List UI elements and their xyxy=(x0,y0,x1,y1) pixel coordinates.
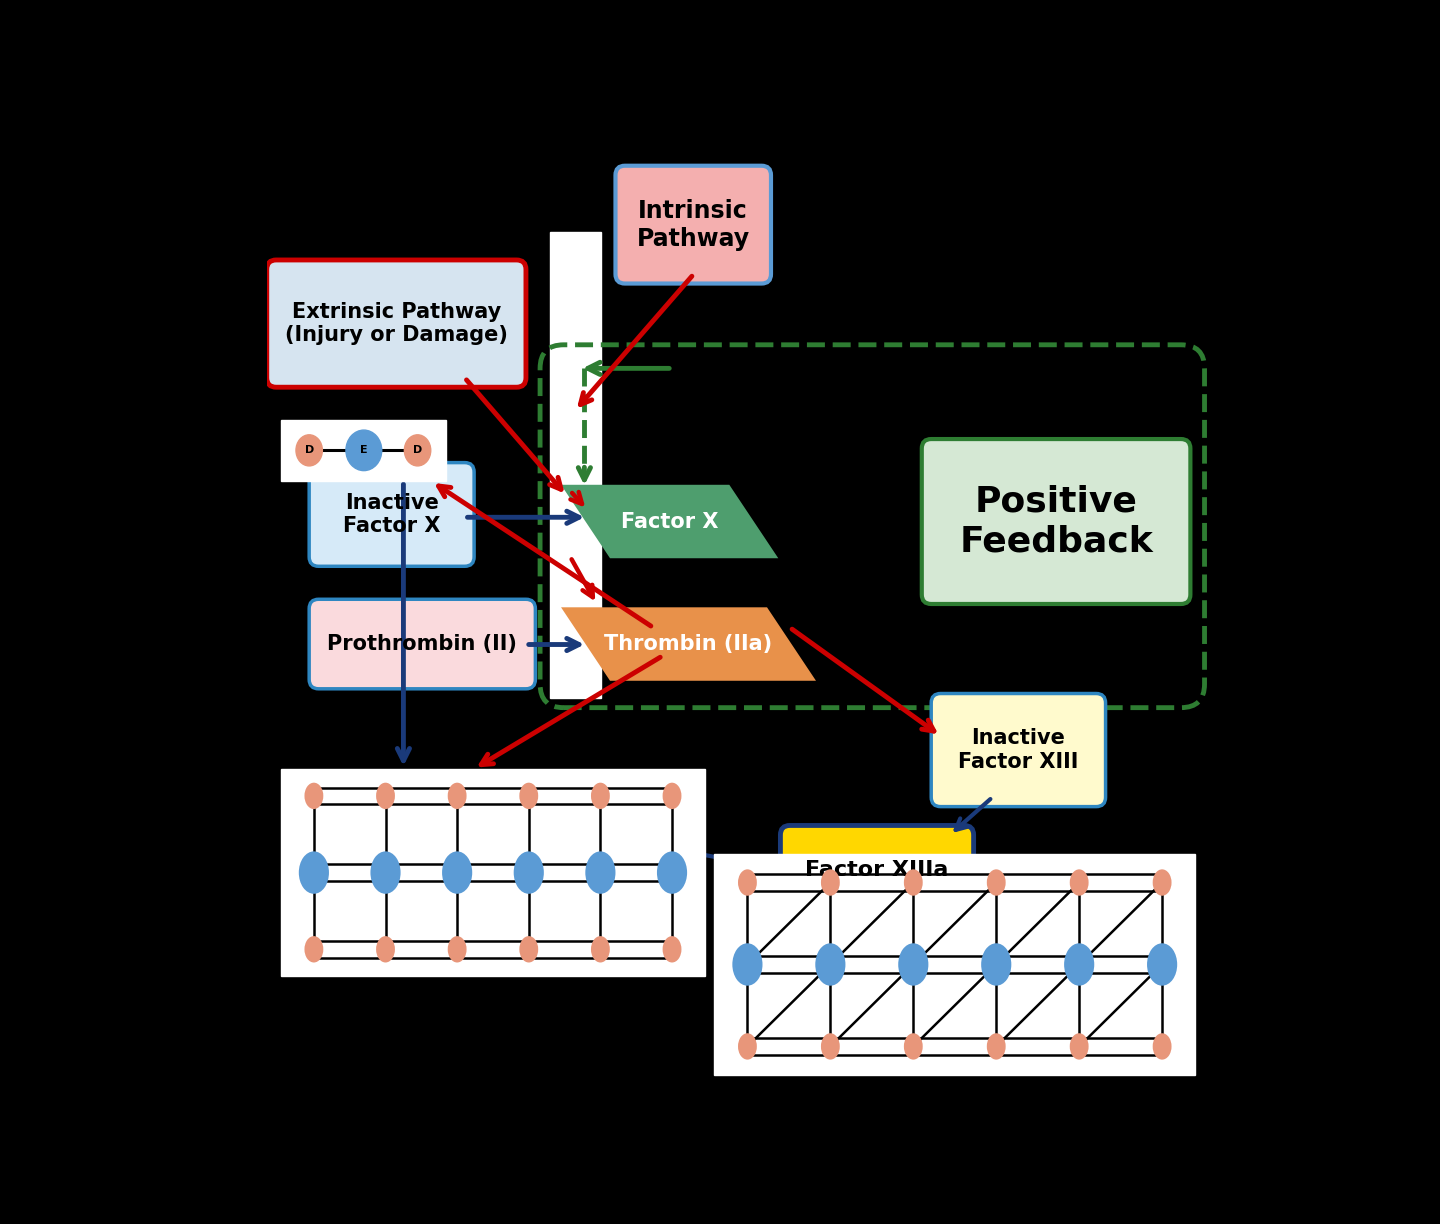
Bar xyxy=(281,420,446,481)
Ellipse shape xyxy=(904,869,923,896)
FancyBboxPatch shape xyxy=(615,165,770,284)
Ellipse shape xyxy=(304,782,324,809)
Ellipse shape xyxy=(376,936,395,962)
Ellipse shape xyxy=(662,936,681,962)
FancyBboxPatch shape xyxy=(310,463,474,567)
Ellipse shape xyxy=(904,1033,923,1060)
Text: Inactive
Factor X: Inactive Factor X xyxy=(343,493,441,536)
Bar xyxy=(714,854,1195,1075)
Text: D: D xyxy=(413,446,422,455)
Ellipse shape xyxy=(448,936,467,962)
Bar xyxy=(281,769,706,977)
FancyBboxPatch shape xyxy=(780,825,973,916)
Text: D: D xyxy=(304,446,314,455)
Ellipse shape xyxy=(981,944,1011,985)
Text: E: E xyxy=(360,446,367,455)
Ellipse shape xyxy=(300,852,328,894)
Ellipse shape xyxy=(520,936,539,962)
FancyBboxPatch shape xyxy=(922,439,1191,603)
FancyBboxPatch shape xyxy=(932,694,1106,807)
Text: Prothrombin (II): Prothrombin (II) xyxy=(327,634,517,654)
Ellipse shape xyxy=(442,852,472,894)
Ellipse shape xyxy=(297,435,323,466)
Ellipse shape xyxy=(346,430,382,470)
Ellipse shape xyxy=(405,435,431,466)
Ellipse shape xyxy=(739,869,757,896)
Ellipse shape xyxy=(739,1033,757,1060)
Ellipse shape xyxy=(733,944,763,985)
Text: Factor XIIIa: Factor XIIIa xyxy=(805,860,949,880)
Ellipse shape xyxy=(590,936,609,962)
Ellipse shape xyxy=(1070,1033,1089,1060)
Ellipse shape xyxy=(514,852,544,894)
Ellipse shape xyxy=(1152,869,1172,896)
Bar xyxy=(550,231,602,698)
Ellipse shape xyxy=(1070,869,1089,896)
Text: Extrinsic Pathway
(Injury or Damage): Extrinsic Pathway (Injury or Damage) xyxy=(285,302,508,345)
Ellipse shape xyxy=(304,936,324,962)
Ellipse shape xyxy=(986,1033,1005,1060)
Ellipse shape xyxy=(448,782,467,809)
Ellipse shape xyxy=(899,944,929,985)
Ellipse shape xyxy=(821,869,840,896)
Ellipse shape xyxy=(815,944,845,985)
Ellipse shape xyxy=(1148,944,1176,985)
Text: Factor X: Factor X xyxy=(621,512,719,531)
Polygon shape xyxy=(563,608,814,679)
Ellipse shape xyxy=(986,869,1005,896)
Ellipse shape xyxy=(821,1033,840,1060)
Ellipse shape xyxy=(657,852,687,894)
Text: Positive
Feedback: Positive Feedback xyxy=(959,485,1153,558)
Ellipse shape xyxy=(1064,944,1094,985)
Ellipse shape xyxy=(662,782,681,809)
Text: Intrinsic
Pathway: Intrinsic Pathway xyxy=(636,198,750,251)
FancyBboxPatch shape xyxy=(310,600,536,689)
FancyBboxPatch shape xyxy=(266,259,526,387)
Ellipse shape xyxy=(520,782,539,809)
Ellipse shape xyxy=(376,782,395,809)
Ellipse shape xyxy=(585,852,615,894)
Polygon shape xyxy=(563,486,776,557)
Text: Inactive
Factor XIII: Inactive Factor XIII xyxy=(958,728,1079,771)
Text: Thrombin (IIa): Thrombin (IIa) xyxy=(605,634,773,654)
Ellipse shape xyxy=(590,782,609,809)
Ellipse shape xyxy=(370,852,400,894)
Ellipse shape xyxy=(1152,1033,1172,1060)
